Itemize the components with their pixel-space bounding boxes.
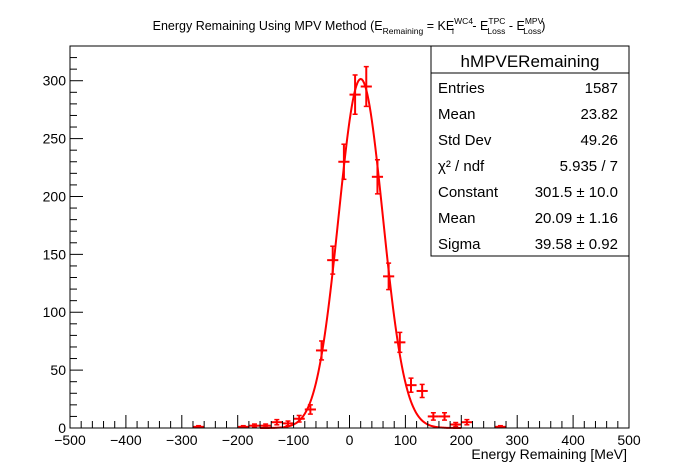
x-tick-label: 200 xyxy=(450,432,474,448)
y-tick-labels: 0 50 100 150 200 250 300 xyxy=(43,73,67,436)
data-point xyxy=(271,418,283,426)
data-point xyxy=(371,159,384,195)
y-tick-label: 250 xyxy=(43,131,67,147)
stats-row-label: Std Dev xyxy=(438,132,492,149)
stats-row-label: Mean xyxy=(438,106,476,123)
stats-row-label: χ² / ndf xyxy=(438,158,485,175)
stats-row-value: 301.5 ± 10.0 xyxy=(535,184,618,201)
stats-row-label: Constant xyxy=(438,184,499,201)
data-point xyxy=(349,74,361,116)
y-tick-label: 200 xyxy=(43,188,67,204)
stats-row-label: Entries xyxy=(438,80,485,97)
stats-row: Entries 1587 xyxy=(438,80,618,97)
y-tick-label: 50 xyxy=(50,362,66,378)
data-point xyxy=(327,245,339,275)
stats-box-name: hMPVERemaining xyxy=(461,52,600,71)
stats-row-value: 20.09 ± 1.16 xyxy=(535,210,618,227)
data-point xyxy=(248,423,261,429)
stats-row-value: 49.26 xyxy=(580,132,618,149)
data-point xyxy=(360,65,372,108)
stats-row: Sigma 39.58 ± 0.92 xyxy=(438,236,618,253)
data-point xyxy=(416,383,428,399)
data-point xyxy=(405,377,417,393)
y-tick-label: 100 xyxy=(43,304,67,320)
stats-row-value: 39.58 ± 0.92 xyxy=(535,236,618,253)
stats-row-value: 1587 xyxy=(585,80,618,97)
data-point xyxy=(338,143,350,181)
data-point xyxy=(427,412,439,421)
data-point xyxy=(293,414,305,423)
data-point xyxy=(282,420,294,427)
data-point xyxy=(450,421,462,428)
x-tick-label: −300 xyxy=(166,432,198,448)
x-tick-label: −500 xyxy=(54,432,86,448)
y-tick-label: 300 xyxy=(43,73,67,89)
x-tick-label: 500 xyxy=(617,432,641,448)
stats-row: Mean 23.82 xyxy=(438,106,618,123)
data-point xyxy=(260,423,272,429)
stats-row: Std Dev 49.26 xyxy=(438,132,618,149)
x-tick-label: −400 xyxy=(110,432,142,448)
x-tick-labels: −500 −400 −300 −200 −100 0 100 200 300 400 500 xyxy=(54,432,641,448)
data-point xyxy=(315,340,328,361)
stats-row: Constant 301.5 ± 10.0 xyxy=(438,184,618,201)
x-axis-label: Energy Remaining [MeV] xyxy=(471,446,627,462)
y-tick-label: 0 xyxy=(58,420,66,436)
stats-row: Mean 20.09 ± 1.16 xyxy=(438,210,618,227)
stats-row-label: Mean xyxy=(438,210,476,227)
data-point xyxy=(304,404,316,415)
y-tick-label: 150 xyxy=(43,246,67,262)
stats-box-frame xyxy=(430,45,630,257)
x-tick-label: 400 xyxy=(561,432,585,448)
data-point xyxy=(461,418,473,426)
data-point xyxy=(438,412,451,421)
stats-row-label: Sigma xyxy=(438,236,481,253)
x-tick-label: −100 xyxy=(278,432,310,448)
x-tick-label: 0 xyxy=(346,432,354,448)
stats-row-value: 5.935 / 7 xyxy=(560,158,618,175)
x-tick-label: 300 xyxy=(506,432,530,448)
stats-row-value: 23.82 xyxy=(580,106,618,123)
chart-title: Energy Remaining Using MPV Method (ERema… xyxy=(153,16,546,36)
stats-box: hMPVERemaining Entries 1587 Mean 23.82 Std D… xyxy=(430,45,630,257)
stats-rows: Entries 1587 Mean 23.82 Std Dev 49.26 χ² / ndf… xyxy=(438,80,618,253)
x-tick-label: 100 xyxy=(394,432,418,448)
stats-row: χ² / ndf 5.935 / 7 xyxy=(438,158,618,175)
x-tick-label: −200 xyxy=(222,432,254,448)
data-point xyxy=(394,331,406,354)
data-point xyxy=(383,262,395,291)
